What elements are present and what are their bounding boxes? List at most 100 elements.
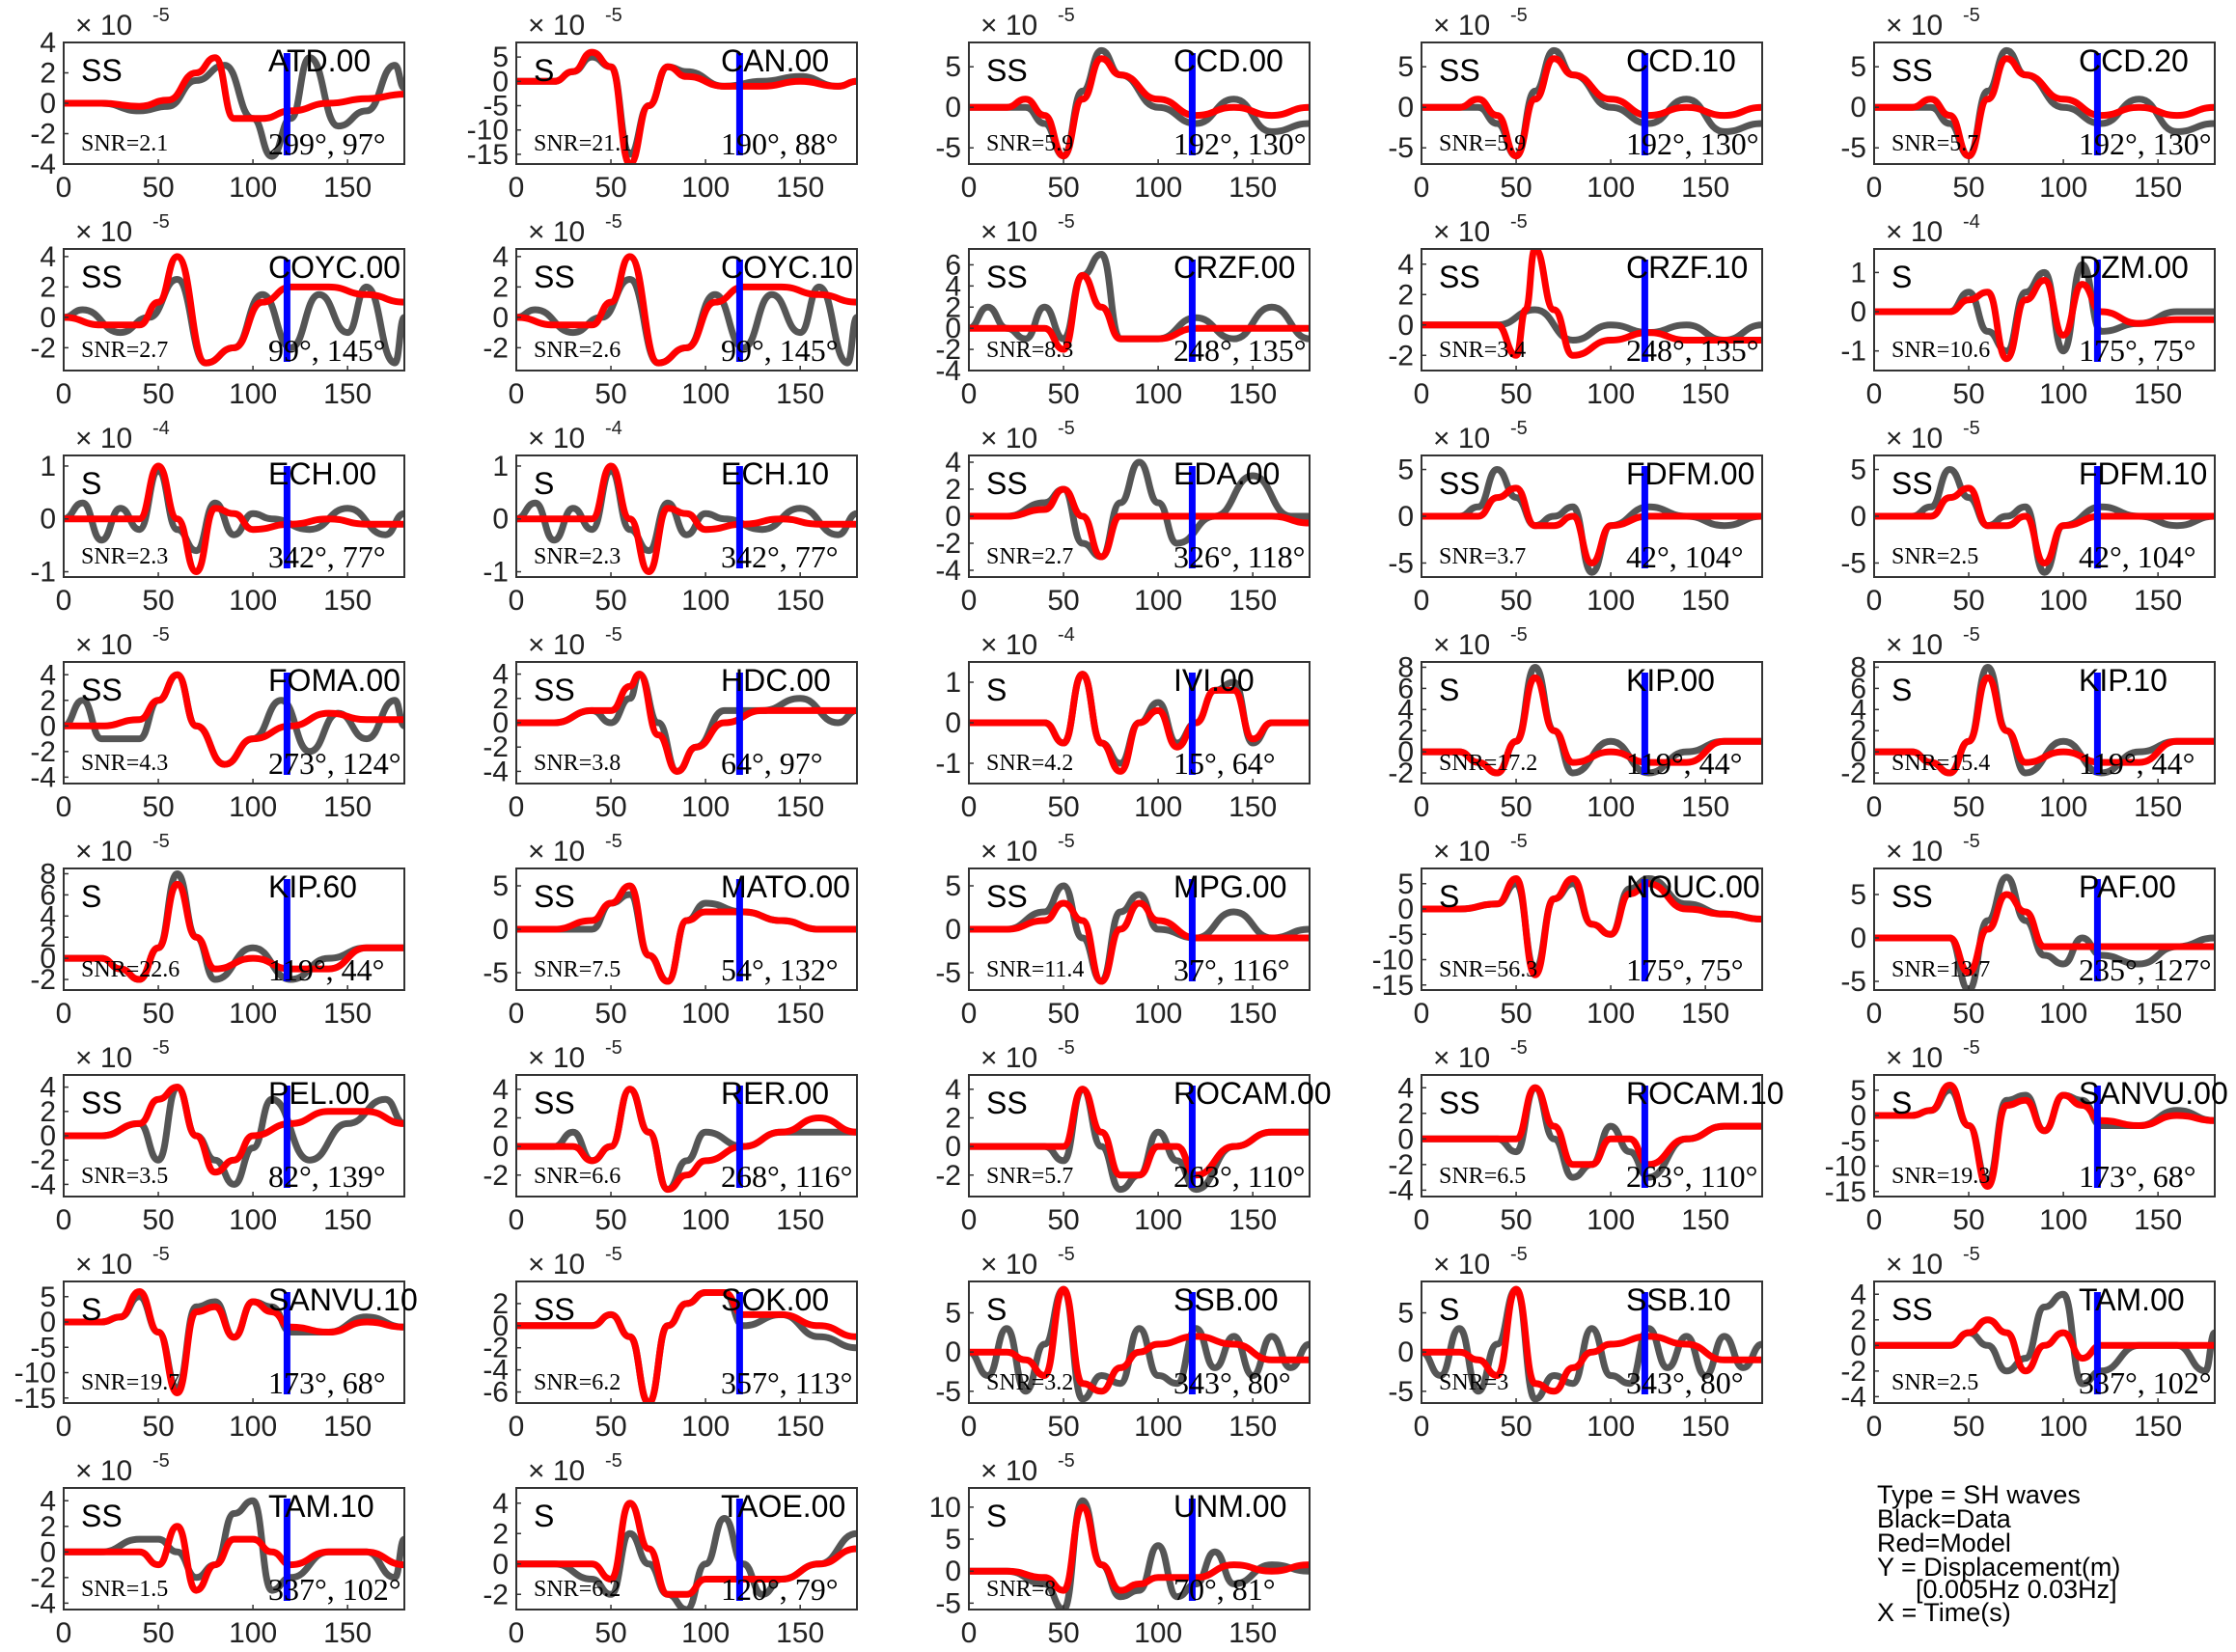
y-tick-label: 6 [40, 879, 56, 911]
snr-label: SNR=3.5 [81, 1164, 168, 1189]
x-tick-label: 150 [2134, 378, 2182, 410]
station-label: ECH.10 [721, 456, 829, 491]
station-label: CCD.20 [2079, 43, 2189, 78]
station-label: COYC.10 [721, 250, 853, 285]
y-tick-label: -5 [483, 91, 509, 123]
snr-label: SNR=56.3 [1439, 957, 1537, 982]
snr-label: SNR=6.5 [1439, 1164, 1526, 1189]
y-tick-label: 0 [1850, 1100, 1866, 1132]
snr-label: SNR=8 [986, 1577, 1056, 1602]
phase-label: SS [1891, 879, 1933, 914]
y-tick-label: -2 [1388, 340, 1414, 372]
x-tick-label: 150 [1681, 378, 1729, 410]
y-tick-label: 0 [945, 1556, 961, 1587]
y-exponent-power: -5 [1058, 211, 1075, 233]
legend-line: Black=Data [1877, 1504, 2012, 1533]
y-exponent-label: × 10 [1433, 216, 1490, 248]
model-trace [516, 48, 857, 164]
y-tick-label: -4 [483, 756, 509, 787]
azimuth-label: 120°, 79° [721, 1572, 839, 1607]
y-tick-label: -5 [30, 1332, 56, 1363]
y-tick-label: 8 [1850, 651, 1866, 683]
x-tick-label: 100 [681, 1411, 730, 1443]
x-tick-label: 50 [1047, 172, 1079, 204]
x-tick-label: 150 [1228, 172, 1277, 204]
y-tick-label: 2 [945, 291, 961, 323]
y-tick-label: 4 [492, 659, 509, 691]
y-exponent-label: × 10 [75, 10, 132, 41]
model-trace [1422, 674, 1762, 777]
y-exponent-label: × 10 [75, 216, 132, 248]
y-tick-label: -4 [30, 761, 56, 793]
y-tick-label: -2 [30, 964, 56, 996]
station-label: ATD.00 [268, 43, 371, 78]
y-tick-label: 5 [945, 870, 961, 902]
axes-box [968, 1280, 1311, 1404]
phase-label: SS [1439, 260, 1480, 294]
y-tick-label: 0 [492, 504, 509, 536]
snr-label: SNR=2.5 [1891, 1370, 1978, 1395]
station-label: CRZF.00 [1173, 250, 1295, 285]
y-exponent-power: -5 [1058, 1244, 1075, 1265]
y-tick-label: 2 [492, 1102, 509, 1134]
y-tick-label: 2 [1397, 279, 1414, 311]
y-exponent-power: -5 [1510, 211, 1528, 233]
x-tick-label: 50 [1047, 585, 1079, 617]
x-tick-label: 0 [56, 1617, 72, 1649]
snr-label: SNR=8.3 [986, 338, 1073, 363]
azimuth-label: 235°, 127° [2079, 952, 2212, 987]
station-label: IVI.00 [1173, 663, 1255, 698]
y-exponent-power: -5 [152, 1450, 170, 1472]
station-label: TAM.10 [268, 1489, 374, 1524]
phase-label: SS [534, 1086, 575, 1120]
y-tick-label: 0 [945, 1131, 961, 1163]
data-trace [969, 46, 1310, 160]
x-tick-label: 150 [2134, 1204, 2182, 1236]
y-tick-label: -10 [1825, 1151, 1866, 1183]
azimuth-label: 263°, 110° [1626, 1159, 1757, 1194]
station-label: KIP.60 [268, 869, 357, 904]
y-tick-label: -15 [14, 1383, 56, 1415]
phase-label: S [986, 1499, 1007, 1533]
station-label: FOMA.00 [268, 663, 400, 698]
y-tick-label: -15 [1825, 1176, 1866, 1208]
phase-label: SS [986, 879, 1028, 914]
snr-label: SNR=4.2 [986, 751, 1073, 776]
station-label: UNM.00 [1173, 1489, 1286, 1524]
y-exponent-label: × 10 [980, 1249, 1037, 1280]
phase-label: S [1891, 673, 1912, 707]
y-exponent-label: × 10 [1433, 629, 1490, 661]
snr-label: SNR=3.4 [1439, 338, 1526, 363]
y-tick-label: 1 [40, 451, 56, 482]
y-exponent-label: × 10 [75, 1249, 132, 1280]
y-tick-label: -5 [1840, 966, 1866, 998]
x-tick-label: 0 [509, 998, 525, 1030]
x-tick-label: 150 [2134, 1411, 2182, 1443]
data-trace [969, 1285, 1310, 1403]
x-tick-label: 150 [2134, 791, 2182, 823]
y-tick-label: 5 [1850, 879, 1866, 911]
axes-box [1873, 661, 2216, 785]
station-label: CAN.00 [721, 43, 829, 78]
station-label: SANVU.10 [268, 1282, 418, 1317]
y-exponent-label: × 10 [1433, 10, 1490, 41]
y-exponent-power: -4 [152, 418, 170, 439]
azimuth-label: 70°, 81° [1173, 1572, 1276, 1607]
station-label: TAOE.00 [721, 1489, 845, 1524]
y-tick-label: -1 [1840, 336, 1866, 368]
phase-label: S [81, 1292, 101, 1327]
y-tick-label: 0 [945, 707, 961, 739]
model-trace [64, 54, 404, 123]
y-tick-label: 4 [1397, 249, 1414, 281]
data-trace [1874, 46, 2215, 160]
y-exponent-power: -5 [1058, 5, 1075, 26]
x-tick-label: 150 [323, 172, 372, 204]
snr-label: SNR=10.6 [1891, 338, 1990, 363]
snr-label: SNR=6.2 [534, 1577, 621, 1602]
y-tick-label: 0 [40, 710, 56, 742]
